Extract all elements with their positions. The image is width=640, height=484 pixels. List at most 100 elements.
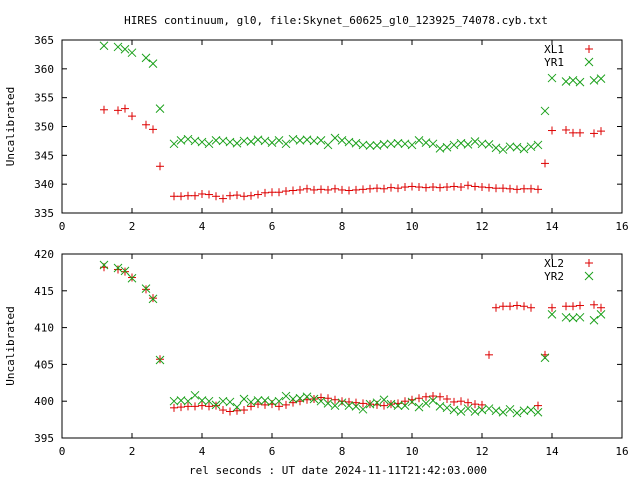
y-tick-label: 340	[34, 178, 54, 191]
data-point	[128, 112, 136, 121]
data-point	[247, 191, 255, 200]
data-point	[316, 135, 326, 145]
y-tick-label: 395	[34, 432, 54, 445]
data-point	[240, 192, 248, 201]
data-point	[498, 407, 508, 417]
data-point	[422, 183, 430, 192]
data-point	[401, 183, 409, 192]
data-point	[401, 397, 409, 406]
data-point	[527, 184, 535, 193]
data-point	[576, 301, 584, 310]
data-point	[380, 401, 388, 410]
data-point	[198, 401, 206, 410]
data-point	[295, 135, 305, 145]
data-point	[365, 399, 375, 409]
data-point	[575, 77, 585, 87]
data-point	[191, 191, 199, 200]
data-point	[456, 407, 466, 416]
data-point	[183, 396, 193, 406]
data-point	[421, 399, 431, 408]
data-point	[260, 396, 270, 405]
data-point	[225, 397, 235, 407]
data-point	[288, 134, 298, 144]
data-point	[492, 303, 500, 312]
data-point	[400, 139, 410, 149]
data-point	[387, 183, 395, 192]
data-point	[310, 185, 318, 194]
data-point	[212, 192, 220, 201]
data-point	[477, 405, 487, 415]
data-point	[597, 127, 605, 136]
y-tick-label: 360	[34, 63, 54, 76]
data-point	[344, 137, 354, 147]
x-tick-label: 10	[405, 220, 418, 233]
data-point	[590, 129, 598, 138]
data-point	[114, 106, 122, 115]
data-point	[324, 185, 332, 194]
data-point	[156, 162, 164, 171]
data-point	[415, 394, 423, 403]
legend-label: XL1	[544, 43, 564, 56]
data-point	[422, 392, 430, 401]
data-point	[331, 184, 339, 193]
x-tick-label: 2	[129, 220, 136, 233]
data-point	[407, 397, 417, 407]
data-point	[337, 135, 347, 145]
x-tick-label: 8	[339, 445, 346, 458]
data-point	[190, 136, 200, 146]
data-point	[527, 303, 535, 312]
data-point	[575, 312, 585, 322]
data-point	[197, 137, 207, 147]
data-point	[127, 273, 137, 283]
series-YR1	[99, 41, 606, 154]
legend-marker	[584, 271, 594, 281]
data-point	[296, 185, 304, 194]
data-point	[443, 183, 451, 192]
data-point	[170, 192, 178, 201]
data-point	[148, 294, 158, 304]
data-point	[484, 404, 494, 413]
data-point	[232, 402, 242, 412]
data-point	[324, 394, 332, 403]
x-tick-label: 8	[339, 220, 346, 233]
data-point	[380, 184, 388, 193]
legend-label: XL2	[544, 257, 564, 270]
data-point	[211, 400, 221, 410]
data-point	[141, 284, 151, 293]
data-point	[358, 404, 368, 414]
data-point	[254, 190, 262, 199]
data-point	[562, 125, 570, 134]
data-point	[121, 267, 129, 276]
data-point	[534, 401, 542, 410]
data-point	[176, 396, 186, 405]
legend-label: YR2	[544, 270, 564, 283]
data-point	[450, 182, 458, 191]
data-point	[240, 406, 248, 415]
data-point	[142, 120, 150, 129]
x-tick-label: 14	[545, 445, 559, 458]
data-point	[337, 398, 347, 408]
data-point	[330, 401, 340, 410]
x-tick-label: 4	[199, 445, 206, 458]
data-point	[359, 185, 367, 194]
data-point	[561, 77, 571, 86]
data-point	[281, 391, 291, 401]
plot-frame	[61, 253, 623, 439]
data-point	[170, 403, 178, 412]
data-point	[485, 350, 493, 359]
data-point	[400, 401, 410, 410]
data-point	[512, 142, 522, 152]
data-point	[303, 184, 311, 193]
data-point	[457, 397, 465, 406]
data-point	[359, 399, 367, 408]
data-point	[254, 400, 262, 409]
data-point	[519, 144, 529, 154]
data-point	[282, 400, 290, 409]
x-tick-label: 14	[545, 220, 559, 233]
data-point	[435, 144, 445, 153]
data-point	[569, 302, 577, 311]
x-tick-label: 10	[405, 445, 418, 458]
data-point	[302, 392, 312, 402]
data-point	[100, 105, 108, 114]
data-point	[372, 141, 382, 150]
